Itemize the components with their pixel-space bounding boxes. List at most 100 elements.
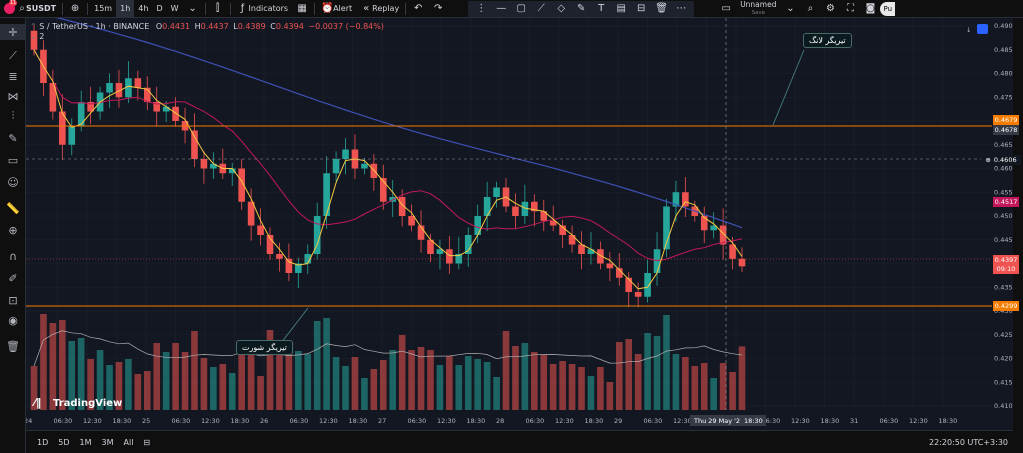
remove-drawings-tool[interactable]: 🗑	[0, 338, 26, 354]
volume-bar	[257, 376, 264, 410]
ruler-tool[interactable]: 📏	[0, 200, 26, 216]
indicators-button[interactable]: ƒ Indicators	[233, 0, 293, 18]
candle-body	[719, 225, 727, 245]
template-tool[interactable]: ▤	[611, 0, 631, 18]
indicators-collapse-icon[interactable]: ⌄	[30, 32, 37, 41]
templates-button[interactable]: ▦	[292, 0, 312, 18]
quick-search-button[interactable]: ⌕	[800, 0, 820, 18]
chart-type-button[interactable]: ⫿	[208, 0, 228, 18]
candle-body	[59, 111, 66, 145]
drawing-toolbar: ✛ ⟋ ≣ ⋈ ⫶ ✎ ▭ ☺ 📏 ⊕ ∩ ✐ ⊡ ◉ 🗑	[0, 18, 26, 453]
ma-slow-line	[55, 18, 743, 229]
volume-bar	[531, 352, 538, 410]
range-1d[interactable]: 1D	[37, 437, 49, 447]
layout-button[interactable]: ▭	[716, 0, 736, 18]
interval-4h[interactable]: 4h	[138, 4, 149, 13]
undo-icon: ↶	[413, 3, 423, 14]
more-tool[interactable]: ⋯	[671, 0, 691, 18]
alert-button[interactable]: ⏰ Alert	[317, 0, 356, 18]
clock-display[interactable]: 22:20:50 UTC+3:30	[929, 437, 1008, 447]
redo-button[interactable]: ↷	[428, 0, 448, 18]
short-trigger-label[interactable]: تیریگر شورت	[236, 340, 293, 355]
text-tool[interactable]: T	[591, 0, 611, 18]
hide-drawings-tool[interactable]: ◉	[0, 312, 26, 328]
layout-menu[interactable]: ⌄	[780, 0, 800, 18]
candle-body	[68, 125, 76, 145]
crosshair-tool[interactable]: ✛	[0, 24, 26, 40]
brush-tool[interactable]: ✎	[571, 0, 591, 18]
candle-body	[408, 216, 415, 226]
range-1m[interactable]: 1M	[79, 437, 92, 447]
interval-D[interactable]: D	[156, 4, 163, 13]
time-axis-label: 18:30	[231, 417, 250, 425]
interval-W[interactable]: W	[170, 4, 179, 13]
pattern-icon: ⋈	[7, 89, 19, 103]
interval-1h[interactable]: 1h	[116, 0, 135, 18]
interval-15m[interactable]: 15m	[94, 4, 113, 13]
scroll-down-icon[interactable]: ↓	[966, 26, 971, 34]
time-axis-label: 24	[26, 417, 32, 425]
trendline-icon: ⟋	[9, 49, 17, 62]
shape-tool[interactable]: ◇	[551, 0, 571, 18]
crosshair-price-tag: ⊕ 0.4606	[981, 155, 1021, 165]
forecast-tool[interactable]: ⫶	[0, 108, 26, 124]
volume-bar	[219, 364, 227, 410]
volume-bar	[559, 361, 566, 410]
pattern-tool[interactable]: ⋈	[0, 88, 26, 104]
short-callout-pointer	[280, 307, 309, 344]
auto-scale-icon[interactable]	[977, 24, 988, 34]
price-axis[interactable]	[992, 18, 1013, 430]
magnet-tool[interactable]: ∩	[0, 248, 26, 264]
add-alert-icon[interactable]: ⊕	[985, 156, 991, 164]
trendline-tool[interactable]: ⟋	[0, 48, 26, 64]
rectangle-tool[interactable]: ▢	[511, 0, 531, 18]
trash-tool[interactable]: 🗑	[651, 0, 671, 18]
candle-body	[427, 239, 434, 254]
right-sidebar	[1013, 18, 1023, 453]
volume-bar	[389, 350, 397, 410]
brush-tool-left[interactable]: ✎	[0, 130, 26, 146]
volume-bar	[134, 374, 142, 410]
candle-body	[304, 254, 312, 264]
text-tool-left[interactable]: ▭	[0, 152, 26, 168]
chevron-down-icon: ⌄	[188, 3, 197, 14]
symbol-search[interactable]: 11 ⌕ SUSDT	[0, 0, 60, 18]
settings-button[interactable]: ⚙	[820, 0, 840, 18]
time-axis-label: 18:30	[821, 417, 840, 425]
emoji-tool[interactable]: ☺	[0, 174, 26, 190]
collapse-legend-icon[interactable]: ⌃	[30, 22, 37, 31]
replay-button[interactable]: «Replay	[356, 0, 403, 18]
candle-body	[361, 163, 368, 169]
fullscreen-button[interactable]: ⛶	[840, 0, 860, 18]
lock-drawings-tool[interactable]: ⊡	[0, 292, 26, 308]
gear-icon: ⚙	[825, 3, 835, 14]
zoom-tool[interactable]: ⊕	[0, 222, 26, 238]
volume-bar	[502, 331, 510, 410]
more-icon: ⋯	[676, 3, 687, 14]
date-range-icon[interactable]: ⊟	[143, 437, 151, 447]
path-tool[interactable]: ⟋	[531, 0, 551, 18]
chart-area[interactable]: 0.49000.48500.48000.47500.47000.46500.46…	[26, 18, 1013, 430]
undo-button[interactable]: ↶	[408, 0, 428, 18]
interval-dropdown[interactable]: ⌄	[183, 0, 203, 18]
volume-bar	[455, 365, 463, 410]
volume-bar	[597, 367, 604, 410]
line-tool[interactable]: —	[491, 0, 511, 18]
publish-button[interactable]: Pu	[880, 1, 896, 16]
stay-drawing-tool[interactable]: ✐	[0, 270, 26, 286]
candle-body	[682, 192, 689, 207]
layout-name-button[interactable]: Unnamed Save	[736, 0, 780, 18]
fib-tool[interactable]: ≣	[0, 68, 26, 84]
compare-button[interactable]: ⊕	[65, 0, 85, 18]
lock-tool[interactable]: ⊟	[631, 0, 651, 18]
range-all[interactable]: All	[123, 437, 134, 447]
ma-fast-line	[33, 49, 743, 290]
drag-handle[interactable]: ⋮	[471, 0, 491, 18]
watermark-text: TradingView	[53, 398, 122, 409]
screenshot-button[interactable]: ◙	[860, 0, 880, 18]
range-5d[interactable]: 5D	[58, 437, 70, 447]
long-trigger-label[interactable]: تیریگر لانگ	[803, 33, 852, 48]
range-3m[interactable]: 3M	[101, 437, 114, 447]
